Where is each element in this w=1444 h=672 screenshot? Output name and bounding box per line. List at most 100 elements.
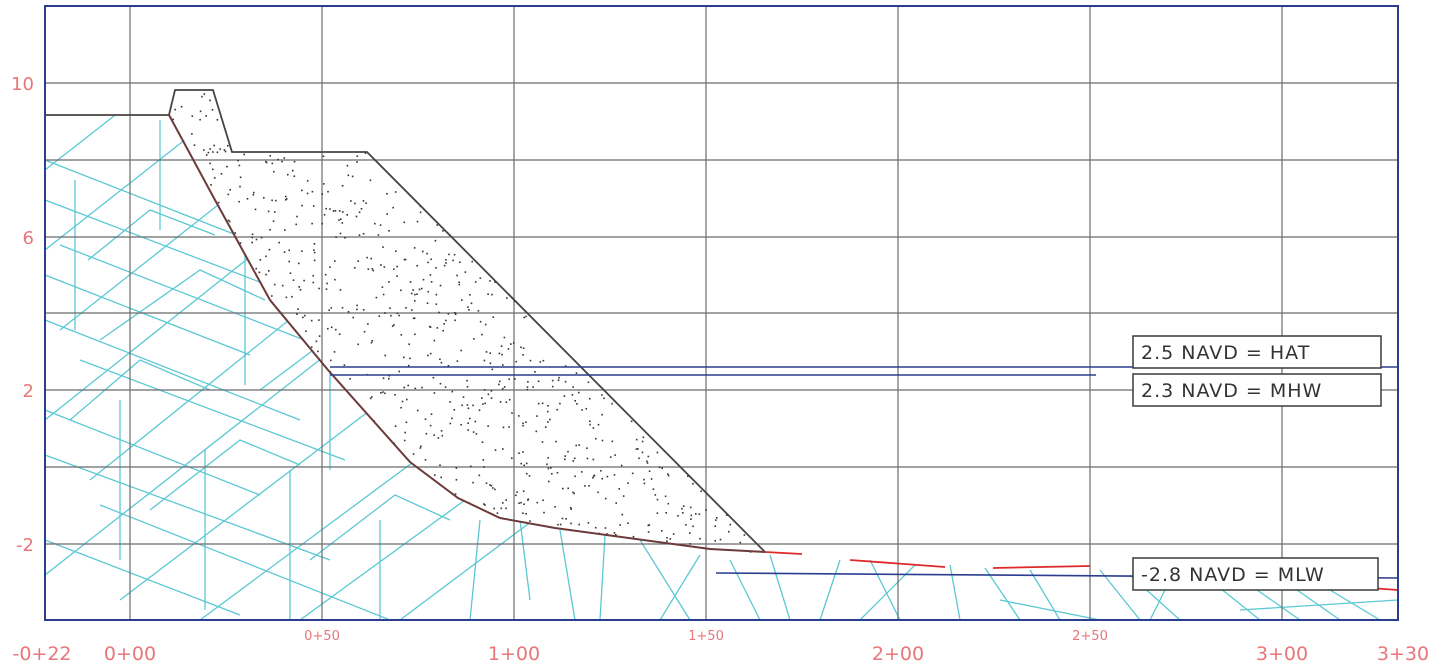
stipple-dot: [705, 509, 707, 511]
stipple-dot: [685, 524, 687, 526]
mlw-label: -2.8 NAVD = MLW: [1141, 564, 1325, 586]
stipple-dot: [716, 517, 718, 519]
stipple-dot: [318, 287, 320, 290]
stipple-dot: [627, 482, 629, 484]
stipple-dot: [483, 466, 485, 468]
stipple-dot: [469, 294, 471, 296]
stipple-dot: [310, 319, 313, 322]
stipple-dot: [682, 512, 684, 514]
stipple-dot: [454, 313, 457, 315]
stipple-dot: [452, 259, 454, 262]
stipple-dot: [346, 164, 349, 167]
stipple-dot: [439, 284, 442, 287]
stipple-dot: [407, 364, 410, 367]
stipple-dot: [310, 346, 313, 348]
stipple-dot: [392, 206, 394, 209]
stipple-dot: [458, 283, 461, 286]
stipple-dot: [429, 326, 432, 328]
stipple-dot: [505, 401, 508, 403]
stipple-dot: [339, 232, 342, 235]
stipple-dot: [597, 423, 600, 426]
stipple-dot: [635, 438, 638, 441]
stipple-dot: [325, 207, 327, 210]
stipple-dot: [356, 161, 358, 163]
stipple-dot: [416, 409, 419, 412]
y-tick-label: 2: [23, 381, 34, 402]
stipple-dot: [180, 105, 183, 108]
stipple-dot: [384, 312, 386, 314]
stipple-dot: [489, 352, 491, 354]
stipple-dot: [561, 517, 564, 520]
stipple-dot: [291, 295, 293, 298]
stipple-dot: [506, 297, 508, 299]
stipple-dot: [398, 314, 400, 317]
stipple-dot: [522, 490, 525, 492]
stipple-dot: [502, 502, 504, 504]
stipple-dot: [414, 300, 416, 302]
stipple-dot: [667, 474, 670, 477]
stipple-dot: [382, 377, 385, 379]
stipple-dot: [396, 275, 398, 277]
stipple-dot: [289, 272, 292, 274]
stipple-dot: [611, 440, 614, 443]
stipple-dot: [396, 312, 399, 315]
stipple-dot: [416, 293, 418, 295]
stipple-dot: [573, 492, 575, 495]
x-tick-label: -0+22: [12, 643, 71, 665]
stipple-dot: [205, 154, 208, 156]
stipple-dot: [494, 488, 496, 491]
stipple-dot: [511, 412, 513, 414]
stipple-dot: [483, 359, 486, 362]
stipple-dot: [692, 525, 694, 528]
stipple-dot: [562, 487, 564, 490]
stipple-dot: [537, 380, 540, 383]
stipple-dot: [356, 304, 358, 307]
stipple-dot: [554, 506, 556, 508]
stipple-dot: [268, 248, 271, 251]
stipple-dot: [474, 281, 477, 283]
stipple-dot: [609, 456, 612, 458]
stipple-dot: [455, 479, 458, 481]
stipple-dot: [501, 353, 503, 356]
stipple-dot: [365, 202, 367, 204]
stipple-dot: [458, 281, 460, 284]
water-level-labels: 2.5 NAVD = HAT 2.3 NAVD = MHW -2.8 NAVD …: [1132, 335, 1382, 591]
stipple-dot: [335, 236, 337, 238]
stipple-dot: [338, 210, 341, 212]
stipple-dot: [445, 319, 447, 322]
stipple-dot: [293, 175, 296, 177]
stipple-dot: [472, 431, 475, 433]
stipple-dot: [298, 286, 300, 288]
stipple-dot: [558, 376, 560, 379]
stipple-dot: [515, 494, 517, 497]
stipple-dot: [584, 485, 586, 487]
stipple-dot: [272, 220, 275, 222]
stipple-dot: [551, 385, 554, 388]
stipple-dot: [453, 253, 456, 256]
stipple-dot: [379, 224, 382, 226]
stipple-dot: [389, 307, 391, 309]
stipple-dot: [394, 191, 397, 193]
stipple-dot: [564, 380, 567, 383]
stipple-dot: [501, 387, 504, 390]
stipple-dot: [347, 311, 350, 313]
stipple-dot: [537, 402, 540, 405]
stipple-dot: [643, 482, 646, 485]
x-tick-label: 0+00: [104, 643, 156, 665]
stipple-dot: [327, 190, 329, 193]
stipple-dot: [419, 447, 422, 449]
stipple-dot: [534, 371, 536, 373]
stipple-dot: [466, 404, 469, 406]
stipple-dot: [370, 341, 373, 344]
stipple-dot: [567, 450, 569, 453]
stipple-dot: [343, 364, 346, 366]
stipple-dot: [296, 215, 298, 218]
stipple-dot: [658, 466, 661, 469]
stipple-dot: [427, 261, 429, 264]
stipple-dot: [664, 495, 667, 498]
stipple-dot: [453, 409, 456, 411]
stipple-dot: [518, 502, 520, 504]
stipple-dot: [522, 422, 524, 425]
stipple-dot: [292, 169, 294, 172]
